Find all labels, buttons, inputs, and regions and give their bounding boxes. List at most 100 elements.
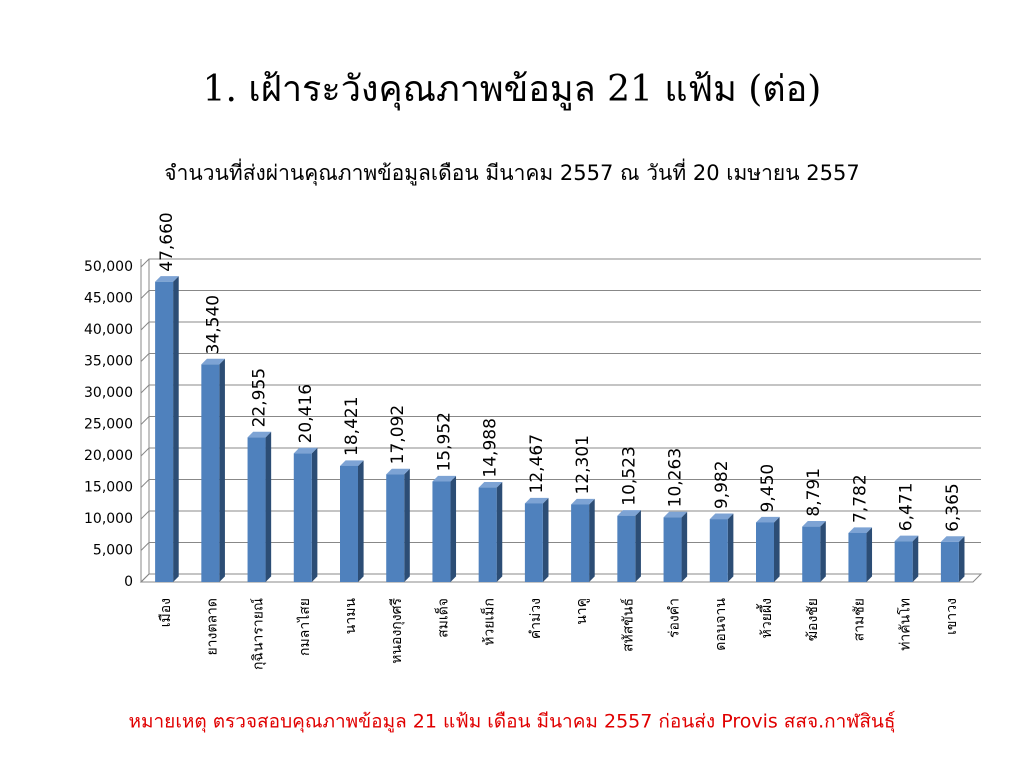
y-tick-label: 45,000 (84, 291, 133, 307)
bar-top (756, 516, 780, 523)
bar-top (663, 511, 688, 518)
x-tick-label: เขาวง (944, 598, 960, 635)
value-label: 8,791 (804, 468, 824, 517)
bar (247, 437, 266, 582)
grid-line (140, 321, 981, 331)
bar (478, 487, 497, 582)
chart-title: 1. เฝ้าระวังคุณภาพข้อมูล 21 แฟ้ม (ต่อ) (203, 69, 822, 111)
y-tick-label: 10,000 (84, 511, 133, 527)
x-tick-label: สมเด็จ (433, 598, 451, 638)
bar (293, 453, 312, 582)
bar (617, 515, 636, 582)
bar-top (478, 481, 503, 488)
bar (848, 532, 867, 582)
bar (894, 541, 913, 582)
bar-top (201, 358, 225, 365)
bar-top (155, 276, 179, 282)
bar-top (340, 460, 364, 466)
x-tick-label: กุฉินารายณ์ (250, 598, 267, 670)
bar-top (802, 521, 826, 527)
grid-line (140, 258, 981, 268)
bar-side (774, 516, 780, 582)
value-label: 14,988 (481, 418, 501, 477)
bar-top (293, 447, 318, 454)
value-label: 9,450 (758, 464, 778, 513)
grid-line (140, 447, 981, 457)
bar-side (311, 447, 318, 582)
bar-top (524, 497, 549, 504)
y-tick-label: 50,000 (84, 259, 133, 275)
y-tick-label: 0 (124, 574, 133, 590)
bar-side (681, 511, 688, 582)
value-label: 34,540 (203, 295, 223, 354)
x-tick-label: หนองกุงศรี (389, 598, 405, 664)
x-tick-label: ดอนจาน (713, 598, 729, 651)
value-label: 6,365 (943, 483, 963, 532)
bar-side (542, 497, 549, 582)
bar-top (617, 510, 641, 516)
bar (802, 526, 821, 582)
y-tick-label: 40,000 (84, 322, 133, 338)
x-tick-label: สามชัย (851, 598, 867, 641)
x-tick-label: ฆ้องชัย (805, 598, 821, 641)
grid-line (140, 510, 981, 520)
bar-side (912, 535, 919, 582)
bar (432, 481, 451, 582)
value-label: 6,471 (897, 483, 917, 532)
value-label: 10,523 (619, 446, 639, 505)
value-label: 12,301 (573, 435, 593, 494)
bar (663, 517, 682, 582)
bar (709, 519, 728, 582)
bar-side (219, 358, 225, 582)
x-tick-label: ยางตลาด (204, 598, 220, 656)
grid-line (140, 542, 981, 551)
bar-side (866, 527, 873, 582)
x-tick-label: เมือง (158, 598, 174, 627)
bar (386, 474, 405, 582)
bar-side (635, 510, 641, 582)
x-tick-label: คำม่วง (528, 598, 544, 639)
x-tick-label: นาคู (574, 598, 590, 625)
bar-side (265, 431, 272, 582)
x-tick-label: ห้วยผึ้ง (756, 598, 775, 638)
value-label: 47,660 (157, 212, 177, 271)
bar-side (173, 276, 179, 582)
value-label: 15,952 (434, 412, 454, 471)
y-tick-label: 20,000 (84, 448, 133, 464)
bar-top (571, 498, 595, 505)
value-label: 9,982 (712, 460, 732, 509)
grid-line (140, 416, 981, 425)
chart-subtitle: จำนวนที่ส่งผ่านคุณภาพข้อมูลเดือน มีนาคม … (164, 158, 859, 186)
y-tick-label: 5,000 (93, 543, 133, 559)
x-tick-label: นามน (343, 598, 359, 635)
y-tick-label: 25,000 (84, 417, 133, 433)
bar (756, 522, 774, 582)
grid-line (140, 384, 981, 394)
bar (340, 465, 358, 582)
x-tick-label: กมลาไสย (296, 598, 313, 656)
bar-top (432, 475, 457, 482)
x-tick-label: สหัสขันธ์ (619, 598, 636, 652)
bar-side (589, 498, 595, 582)
grid-line (140, 353, 981, 362)
value-label: 7,782 (850, 474, 870, 523)
note: หมายเหตุ ตรวจสอบคุณภาพข้อมูล 21 แฟ้ม เดื… (128, 711, 895, 734)
bar-top (386, 468, 410, 475)
bar-top (709, 513, 734, 520)
bar (201, 364, 220, 582)
y-tick-label: 35,000 (84, 354, 133, 370)
grid-line (140, 479, 981, 488)
bar-top (940, 536, 965, 542)
bar (524, 503, 543, 582)
bar (940, 541, 959, 582)
y-tick-label: 30,000 (84, 385, 133, 401)
value-label: 10,263 (666, 448, 686, 507)
grid-line (140, 290, 981, 299)
value-label: 20,416 (296, 384, 316, 443)
bar-side (450, 475, 457, 582)
bar-side (404, 468, 410, 582)
bar-side (958, 536, 965, 582)
x-tick-label: ท่าคันโท (897, 598, 914, 651)
bar (571, 504, 590, 582)
